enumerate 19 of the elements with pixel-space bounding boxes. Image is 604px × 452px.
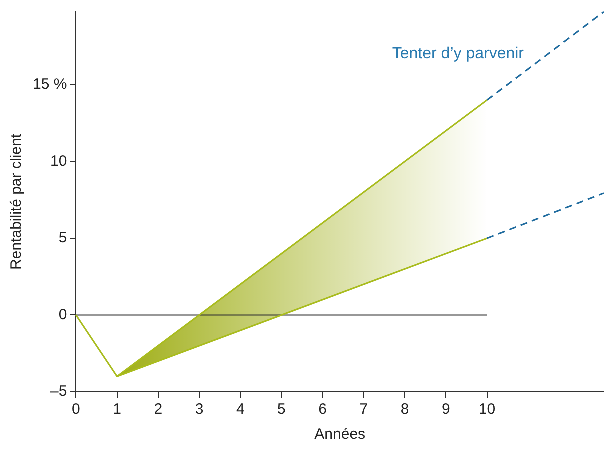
y-tick-label: 5 xyxy=(58,230,68,247)
y-tick-label: 0 xyxy=(58,306,68,324)
y-axis-title: Rentabilité par client xyxy=(8,133,26,270)
x-axis-title: Années xyxy=(314,426,366,444)
x-tick-label: 8 xyxy=(400,401,410,418)
x-tick-label: 10 xyxy=(478,401,496,418)
y-tick-label: –5 xyxy=(50,383,68,400)
x-tick-label: 9 xyxy=(442,401,450,418)
x-tick-label: 3 xyxy=(195,401,204,418)
x-tick-label: 5 xyxy=(278,401,286,418)
x-tick-label: 2 xyxy=(154,401,163,418)
y-tick-label: 15 % xyxy=(32,76,68,94)
x-tick-label: 7 xyxy=(360,401,368,418)
x-tick-label: 6 xyxy=(318,401,327,418)
x-tick-label: 1 xyxy=(113,401,122,418)
y-tick-label: 10 xyxy=(50,152,68,170)
x-tick-label: 0 xyxy=(72,401,80,418)
annotation: Tenter d’y parvenir xyxy=(392,45,525,62)
x-tick-label: 4 xyxy=(236,401,245,418)
